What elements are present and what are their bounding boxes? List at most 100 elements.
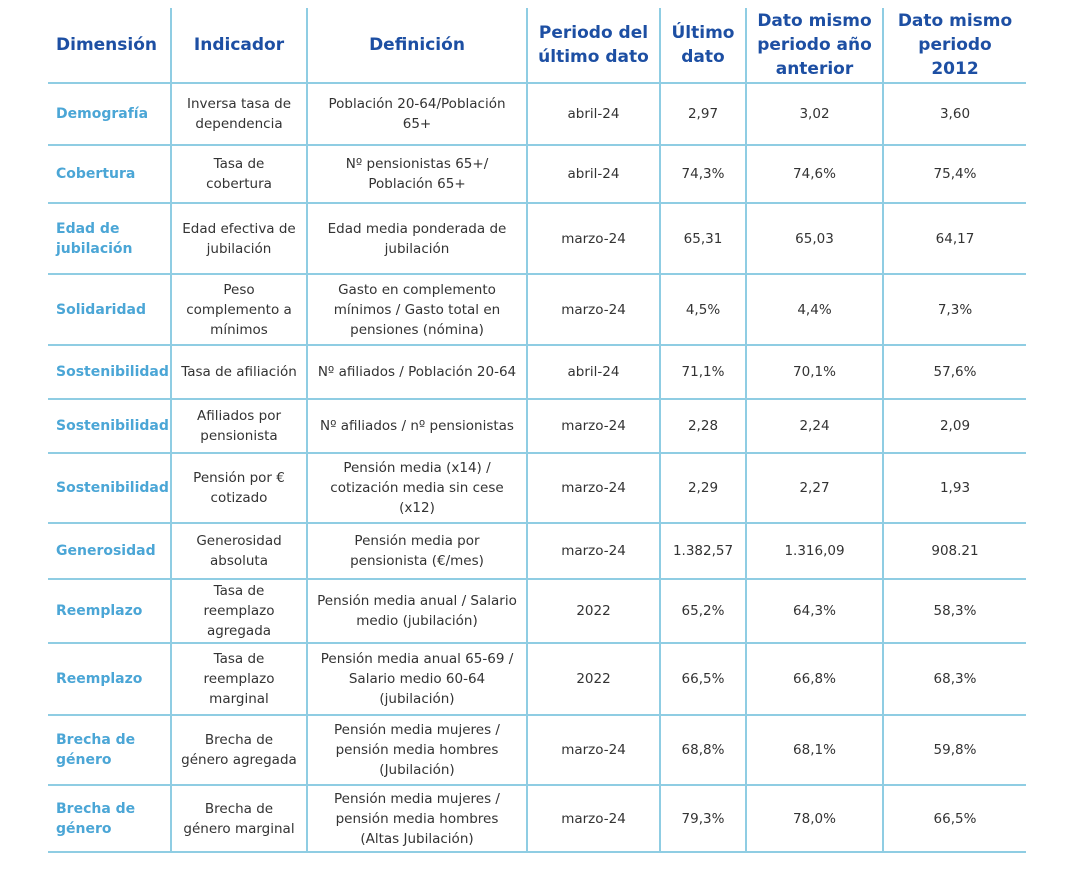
period-cell: 2022 bbox=[526, 578, 661, 644]
latest-value-cell: 2,29 bbox=[659, 452, 747, 524]
period-cell: abril-24 bbox=[526, 144, 661, 204]
table-row: Cobertura Tasa de cobertura Nº pensionista… bbox=[48, 144, 1026, 204]
previous-year-value-cell: 2,24 bbox=[745, 398, 884, 454]
dimension-cell: Reemplazo bbox=[48, 642, 172, 716]
indicator-cell: Tasa de cobertura bbox=[170, 144, 308, 204]
header-previous-year-value: Dato mismo periodo año anterior bbox=[745, 8, 884, 84]
latest-value-cell: 65,2% bbox=[659, 578, 747, 644]
header-latest-value: Último dato bbox=[659, 8, 747, 84]
period-cell: 2022 bbox=[526, 642, 661, 716]
previous-year-value-cell: 4,4% bbox=[745, 273, 884, 346]
definition-cell: Pensión media mujeres / pensión media ho… bbox=[306, 784, 528, 853]
value-2012-cell: 908.21 bbox=[882, 522, 1026, 580]
value-2012-cell: 57,6% bbox=[882, 344, 1026, 400]
value-2012-cell: 7,3% bbox=[882, 273, 1026, 346]
definition-cell: Pensión media anual / Salario medio (jub… bbox=[306, 578, 528, 644]
dimension-cell: Cobertura bbox=[48, 144, 172, 204]
table-row: Sostenibilidad Pensión por € cotizado Pens… bbox=[48, 452, 1026, 524]
definition-cell: Población 20-64/Población 65+ bbox=[306, 82, 528, 146]
table-row: Sostenibilidad Afiliados por pensionista N… bbox=[48, 398, 1026, 454]
indicator-cell: Peso complemento a mínimos bbox=[170, 273, 308, 346]
latest-value-cell: 1.382,57 bbox=[659, 522, 747, 580]
value-2012-cell: 64,17 bbox=[882, 202, 1026, 275]
period-cell: marzo-24 bbox=[526, 452, 661, 524]
indicator-cell: Inversa tasa de dependencia bbox=[170, 82, 308, 146]
value-2012-cell: 1,93 bbox=[882, 452, 1026, 524]
period-cell: marzo-24 bbox=[526, 714, 661, 786]
latest-value-cell: 74,3% bbox=[659, 144, 747, 204]
table-row: Demografía Inversa tasa de dependencia Pob… bbox=[48, 82, 1026, 146]
table-row: Edad de jubilación Edad efectiva de jubil… bbox=[48, 202, 1026, 275]
previous-year-value-cell: 2,27 bbox=[745, 452, 884, 524]
period-cell: marzo-24 bbox=[526, 202, 661, 275]
value-2012-cell: 66,5% bbox=[882, 784, 1026, 853]
latest-value-cell: 4,5% bbox=[659, 273, 747, 346]
indicator-cell: Pensión por € cotizado bbox=[170, 452, 308, 524]
header-definition: Definición bbox=[306, 8, 528, 84]
previous-year-value-cell: 64,3% bbox=[745, 578, 884, 644]
definition-cell: Nº pensionistas 65+/ Población 65+ bbox=[306, 144, 528, 204]
dimension-cell: Sostenibilidad bbox=[48, 452, 172, 524]
dimension-cell: Generosidad bbox=[48, 522, 172, 580]
header-period: Periodo del último dato bbox=[526, 8, 661, 84]
dimension-cell: Reemplazo bbox=[48, 578, 172, 644]
table-row: Brecha de género Brecha de género agregad… bbox=[48, 714, 1026, 786]
value-2012-cell: 75,4% bbox=[882, 144, 1026, 204]
indicator-cell: Brecha de género agregada bbox=[170, 714, 308, 786]
indicator-cell: Tasa de reemplazo agregada bbox=[170, 578, 308, 644]
latest-value-cell: 2,97 bbox=[659, 82, 747, 146]
definition-cell: Pensión media (x14) / cotización media s… bbox=[306, 452, 528, 524]
period-cell: abril-24 bbox=[526, 344, 661, 400]
value-2012-cell: 2,09 bbox=[882, 398, 1026, 454]
header-2012-value: Dato mismo periodo 2012 bbox=[882, 8, 1026, 84]
previous-year-value-cell: 74,6% bbox=[745, 144, 884, 204]
previous-year-value-cell: 3,02 bbox=[745, 82, 884, 146]
indicator-cell: Brecha de género marginal bbox=[170, 784, 308, 853]
latest-value-cell: 68,8% bbox=[659, 714, 747, 786]
definition-cell: Gasto en complemento mínimos / Gasto tot… bbox=[306, 273, 528, 346]
value-2012-cell: 3,60 bbox=[882, 82, 1026, 146]
latest-value-cell: 65,31 bbox=[659, 202, 747, 275]
latest-value-cell: 71,1% bbox=[659, 344, 747, 400]
definition-cell: Pensión media por pensionista (€/mes) bbox=[306, 522, 528, 580]
definition-cell: Nº afiliados / Población 20-64 bbox=[306, 344, 528, 400]
header-indicator: Indicador bbox=[170, 8, 308, 84]
dimension-cell: Brecha de género bbox=[48, 784, 172, 853]
table-row: Generosidad Generosidad absoluta Pensión m… bbox=[48, 522, 1026, 580]
latest-value-cell: 79,3% bbox=[659, 784, 747, 853]
definition-cell: Pensión media anual 65-69 / Salario medi… bbox=[306, 642, 528, 716]
indicator-cell: Generosidad absoluta bbox=[170, 522, 308, 580]
value-2012-cell: 58,3% bbox=[882, 578, 1026, 644]
table-row: Sostenibilidad Tasa de afiliación Nº afili… bbox=[48, 344, 1026, 400]
dimension-cell: Sostenibilidad bbox=[48, 344, 172, 400]
value-2012-cell: 59,8% bbox=[882, 714, 1026, 786]
indicator-cell: Edad efectiva de jubilación bbox=[170, 202, 308, 275]
indicator-cell: Tasa de reemplazo marginal bbox=[170, 642, 308, 716]
indicator-cell: Afiliados por pensionista bbox=[170, 398, 308, 454]
header-row: Dimensión Indicador Definición Periodo del … bbox=[48, 8, 1026, 84]
period-cell: marzo-24 bbox=[526, 273, 661, 346]
table-row: Brecha de género Brecha de género margina… bbox=[48, 784, 1026, 853]
value-2012-cell: 68,3% bbox=[882, 642, 1026, 716]
dimension-cell: Brecha de género bbox=[48, 714, 172, 786]
latest-value-cell: 66,5% bbox=[659, 642, 747, 716]
table-row: Reemplazo Tasa de reemplazo marginal Pensi… bbox=[48, 642, 1026, 716]
definition-cell: Nº afiliados / nº pensionistas bbox=[306, 398, 528, 454]
dimension-cell: Solidaridad bbox=[48, 273, 172, 346]
indicator-cell: Tasa de afiliación bbox=[170, 344, 308, 400]
dimension-cell: Edad de jubilación bbox=[48, 202, 172, 275]
period-cell: marzo-24 bbox=[526, 522, 661, 580]
previous-year-value-cell: 1.316,09 bbox=[745, 522, 884, 580]
table-row: Solidaridad Peso complemento a mínimos Gas… bbox=[48, 273, 1026, 346]
previous-year-value-cell: 68,1% bbox=[745, 714, 884, 786]
previous-year-value-cell: 78,0% bbox=[745, 784, 884, 853]
header-dimension: Dimensión bbox=[48, 8, 172, 84]
definition-cell: Pensión media mujeres / pensión media ho… bbox=[306, 714, 528, 786]
period-cell: marzo-24 bbox=[526, 784, 661, 853]
dimension-cell: Sostenibilidad bbox=[48, 398, 172, 454]
table-row: Reemplazo Tasa de reemplazo agregada Pensi… bbox=[48, 578, 1026, 644]
period-cell: marzo-24 bbox=[526, 398, 661, 454]
latest-value-cell: 2,28 bbox=[659, 398, 747, 454]
previous-year-value-cell: 65,03 bbox=[745, 202, 884, 275]
previous-year-value-cell: 66,8% bbox=[745, 642, 884, 716]
